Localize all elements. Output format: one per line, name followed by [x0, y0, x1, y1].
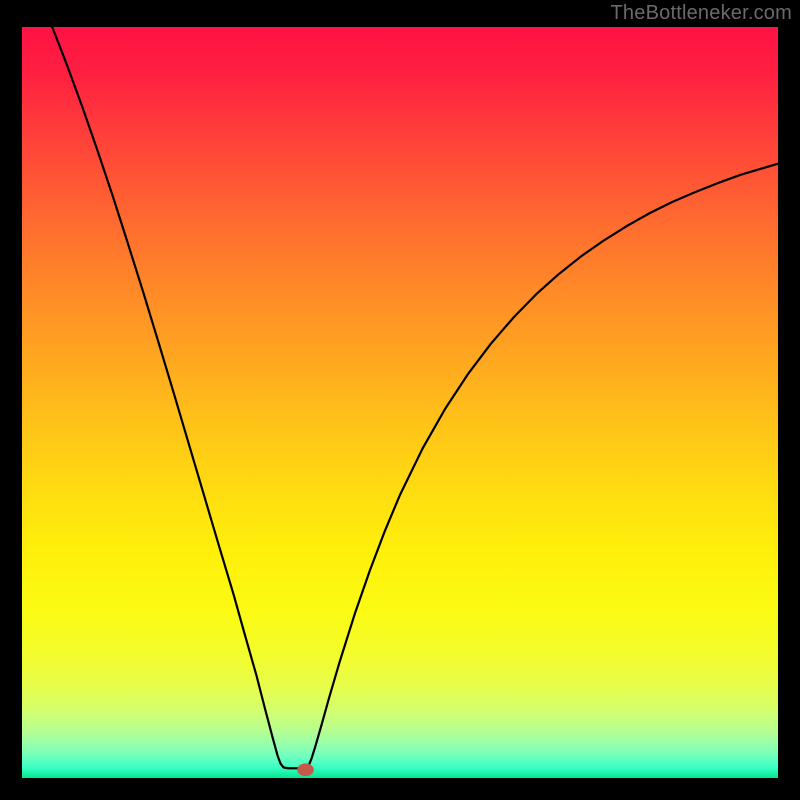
chart-svg [22, 27, 778, 778]
chart-frame: TheBottleneker.com [0, 0, 800, 800]
gradient-background [22, 27, 778, 778]
optimal-point-marker [297, 763, 314, 776]
watermark-text: TheBottleneker.com [611, 2, 792, 25]
plot-area [22, 27, 778, 778]
